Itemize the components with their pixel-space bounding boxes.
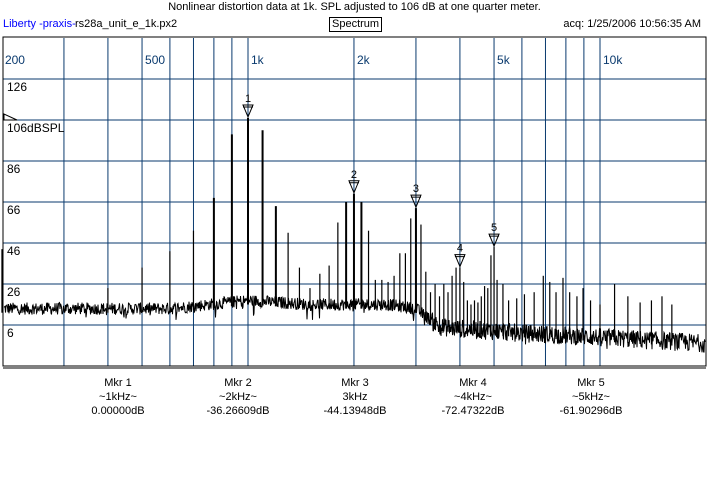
- y-tick-label: 126: [7, 80, 27, 94]
- marker-name: Mkr 3: [341, 377, 369, 389]
- marker-name: Mkr 1: [104, 377, 132, 389]
- marker-5-icon[interactable]: [488, 233, 500, 248]
- marker-3-icon[interactable]: [410, 194, 422, 209]
- marker-frequency: 3kHz: [342, 391, 368, 403]
- marker-name: Mkr 5: [577, 377, 605, 389]
- marker-value: -61.90296dB: [559, 405, 623, 417]
- y-tick-label: 66: [7, 203, 21, 217]
- marker-value: 0.00000dB: [91, 405, 145, 417]
- marker-readout-2: Mkr 2 ~2kHz~ -36.26609dB: [178, 376, 298, 418]
- marker-readout-5: Mkr 5 ~5kHz~ -61.90296dB: [531, 376, 651, 418]
- y-tick-label: 106dBSPL: [7, 121, 65, 135]
- marker-frequency: ~1kHz~: [99, 391, 137, 403]
- marker-name: Mkr 2: [224, 377, 252, 389]
- x-tick-label: 200: [5, 53, 25, 67]
- x-tick-label: 1k: [251, 53, 265, 67]
- view-mode-button[interactable]: Spectrum: [329, 17, 383, 32]
- marker-1-icon[interactable]: [242, 104, 254, 119]
- marker-2-icon[interactable]: [348, 180, 360, 195]
- chart-title: Nonlinear distortion data at 1k. SPL adj…: [168, 1, 541, 13]
- marker-frequency: ~2kHz~: [219, 391, 257, 403]
- marker-value: -36.26609dB: [206, 405, 270, 417]
- marker-2-label: 2: [351, 169, 357, 181]
- x-tick-label: 5k: [497, 53, 511, 67]
- marker-readout-4: Mkr 4 ~4kHz~ -72.47322dB: [413, 376, 533, 418]
- y-tick-label: 6: [7, 326, 14, 340]
- x-tick-label: 2k: [357, 53, 371, 67]
- brand-label: Liberty -praxis-: [3, 18, 76, 30]
- y-tick-label: 86: [7, 162, 21, 176]
- y-tick-label: 46: [7, 244, 21, 258]
- marker-frequency: ~5kHz~: [572, 391, 610, 403]
- marker-readout-1: Mkr 1 ~1kHz~ 0.00000dB: [58, 376, 178, 418]
- reference-level-icon: [3, 113, 18, 121]
- file-name: rs28a_unit_e_1k.px2: [75, 18, 178, 30]
- plot-frame: [2, 36, 707, 367]
- marker-value: -44.13948dB: [323, 405, 387, 417]
- marker-4-label: 4: [457, 243, 463, 255]
- acquisition-timestamp: acq: 1/25/2006 10:56:35 AM: [563, 18, 701, 30]
- marker-frequency: ~4kHz~: [454, 391, 492, 403]
- x-tick-label: 500: [145, 53, 165, 67]
- marker-4-icon[interactable]: [454, 254, 466, 268]
- marker-value: -72.47322dB: [441, 405, 505, 417]
- x-tick-label: 10k: [603, 53, 623, 67]
- marker-5-label: 5: [491, 222, 497, 234]
- marker-readout-3: Mkr 3 3kHz -44.13948dB: [295, 376, 415, 418]
- y-tick-label: 26: [7, 285, 21, 299]
- marker-3-label: 3: [413, 183, 419, 195]
- marker-1-label: 1: [245, 93, 251, 105]
- marker-name: Mkr 4: [459, 377, 487, 389]
